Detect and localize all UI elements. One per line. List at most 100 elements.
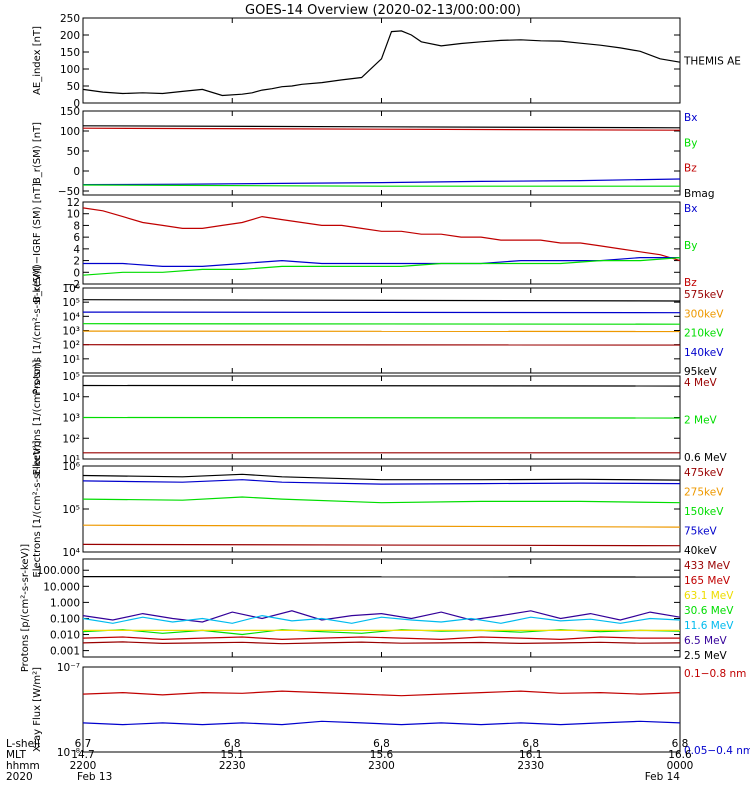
panel-1: 0 50 100 150 200 250 AE_index [nT] THEMIS AE [32,13,741,110]
y-tick-label: 10⁴ [62,392,80,404]
legend-entry: 40keV [684,545,718,557]
y-tick-label: 150 [60,106,80,118]
panel-7: 0.001 0.010 0.100 1.000 10.000 100.000 Protons… [20,544,734,672]
legend-entry: Bmag [684,188,715,200]
legend-entry: 0.05−0.4 nm [684,745,750,757]
x-tick-label: Feb 14 [645,771,681,783]
y-axis-label: Electrons [1/(cm²-s-sr)] [32,360,43,476]
y-tick-label: 10⁵ [62,504,80,516]
legend-entry: 2.5 MeV [684,650,728,662]
y-tick-label: 10¹ [62,454,80,466]
series-line [82,473,681,481]
x-row-label: 2020 [6,771,33,783]
y-tick-label: 12 [67,197,80,209]
y-axis-label: Xray Flux [W/m²] [32,667,43,752]
panel-8: 10⁻⁸ 10⁻⁷ Xray Flux [W/m²] 0.1−0.8 nm 0.05−0… [32,662,750,759]
series-line [83,257,680,267]
y-tick-label: 10⁻⁸ [57,747,80,759]
series-line [82,207,681,262]
x-tick-label: 6.8 [672,738,689,750]
x-tick-label: 16.1 [519,749,542,761]
series-line [82,30,681,97]
y-axis-label: Protons [p/(cm²-s-sr-keV)] [20,544,31,672]
x-tick-label: 2300 [368,760,395,772]
y-axis-label: Electrons [1/(cm²-s-sr-keV)] [32,440,43,577]
y-tick-label: 10³ [62,413,80,425]
series-line [82,479,681,485]
series-line [82,311,681,314]
y-tick-label: 10² [62,340,80,352]
series-line [82,614,681,624]
series-line [82,257,681,276]
series-line [82,720,681,726]
legend-entry: 6.5 MeV [684,635,728,647]
y-tick-label: 10⁵ [62,371,80,383]
series-line [82,384,681,387]
legend-entry: 475keV [684,467,724,479]
y-tick-label: 10 [67,209,80,221]
y-tick-label: 200 [60,30,80,42]
y-tick-label: 0 [73,166,80,178]
y-axis-label: Protons [1/(cm²-s-sr-keV)] [32,266,43,394]
y-tick-label: −50 [58,186,80,198]
series-line [82,641,681,645]
legend-entry: 30.6 MeV [684,605,734,617]
series-line [82,125,681,129]
legend-entry: 575keV [684,289,724,301]
y-tick-label: 100 [60,64,80,76]
series-line [82,323,681,325]
y-tick-label: 10⁶ [62,283,80,295]
x-tick-label: 14.7 [71,749,94,761]
y-tick-label: 10⁴ [62,547,80,559]
legend-entry: Bx [684,203,697,215]
y-tick-label: 6 [73,232,80,244]
legend-entry: 2 MeV [684,415,718,427]
y-tick-label: 2 [73,256,80,268]
x-tick-label: 6.7 [75,738,92,750]
series-line [82,416,681,419]
y-tick-label: 10² [62,433,80,445]
y-tick-label: 100.000 [37,565,80,577]
series-line [82,524,681,528]
legend-entry: 0.6 MeV [684,452,728,464]
legend-entry: By [684,137,697,149]
legend-entry: Bz [684,277,697,289]
series-line [82,610,681,623]
legend-entry: By [684,240,697,252]
legend-entry: Bz [684,163,697,175]
y-tick-label: 8 [73,220,80,232]
y-tick-label: 0.010 [50,630,80,642]
y-tick-label: 10⁵ [62,297,80,309]
legend-entry: 210keV [684,328,724,340]
y-tick-label: 4 [73,244,80,256]
y-tick-label: −2 [65,279,80,291]
series-line [82,178,681,186]
legend-entry: 63.1 MeV [684,590,734,602]
legend-entry: Bx [684,112,697,124]
legend-entry: 433 MeV [684,560,731,572]
series-line [82,690,681,697]
x-tick-label: Feb 13 [77,771,112,783]
panel-5: 10¹ 10² 10³ 10⁴ 10⁵ Electrons [1/(cm²-s-sr)] 4… [32,360,728,476]
y-tick-label: 10⁴ [62,311,80,323]
y-tick-label: 0 [73,267,80,279]
panel-frame [82,17,681,104]
y-tick-label: 10¹ [62,354,80,366]
series-line [82,496,681,504]
y-tick-label: 50 [67,146,80,158]
x-tick-label: 15.1 [221,749,244,761]
x-tick-label: 16.6 [668,749,692,761]
series-line [82,299,681,302]
y-tick-label: 0.001 [50,646,80,658]
y-tick-label: 10⁶ [62,461,80,473]
y-tick-label: 10³ [62,326,80,338]
legend-entry: 11.6 MeV [684,620,734,632]
legend-entry: 0.1−0.8 nm [684,668,746,680]
y-tick-label: 1.000 [50,597,80,609]
y-tick-label: 0 [73,98,80,110]
legend-entry: 150keV [684,506,724,518]
series-line [82,543,681,547]
series-line [82,127,681,131]
